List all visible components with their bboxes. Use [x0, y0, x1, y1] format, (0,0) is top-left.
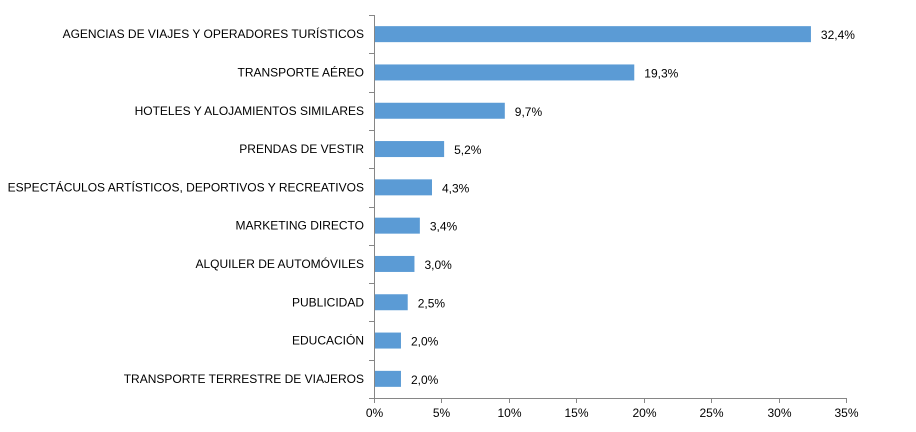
data-label: 3,0%: [424, 258, 452, 272]
x-tick-label: 35%: [834, 406, 858, 420]
category-label: PRENDAS DE VESTIR: [239, 142, 364, 156]
data-label: 3,4%: [430, 220, 458, 234]
data-label: 32,4%: [821, 28, 855, 42]
category-labels: AGENCIAS DE VIAJES Y OPERADORES TURÍSTIC…: [8, 26, 365, 386]
bar: [375, 64, 635, 81]
bar: [375, 332, 401, 349]
category-label: HOTELES Y ALOJAMIENTOS SIMILARES: [135, 104, 364, 118]
x-tick-label: 25%: [699, 406, 723, 420]
category-label: PUBLICIDAD: [292, 295, 364, 309]
data-label: 2,0%: [411, 335, 439, 349]
category-label: EDUCACIÓN: [292, 333, 364, 348]
x-tick-label: 20%: [632, 406, 656, 420]
chart-axes: [369, 15, 846, 399]
category-label: MARKETING DIRECTO: [236, 219, 364, 233]
data-label: 5,2%: [454, 143, 482, 157]
bar: [375, 255, 415, 272]
chart-bars: [375, 26, 811, 387]
bar: [375, 217, 420, 234]
data-label: 9,7%: [515, 105, 543, 119]
data-labels: 32,4% 19,3% 9,7% 5,2% 4,3% 3,4% 3,0% 2,5% 2,0% 2,…: [411, 28, 855, 387]
data-label: 2,0%: [411, 373, 439, 387]
category-label: TRANSPORTE TERRESTRE DE VIAJEROS: [124, 372, 364, 386]
category-label: AGENCIAS DE VIAJES Y OPERADORES TURÍSTIC…: [63, 26, 364, 41]
x-tick-label: 0%: [366, 406, 384, 420]
x-tick-label: 10%: [497, 406, 521, 420]
x-axis-ticks: 0% 5% 10% 15% 20% 25% 30% 35%: [366, 398, 859, 420]
bar: [375, 179, 432, 196]
bar: [375, 26, 811, 43]
bar: [375, 370, 401, 387]
x-tick-label: 15%: [564, 406, 588, 420]
bar: [375, 102, 505, 119]
bar: [375, 141, 445, 158]
data-label: 4,3%: [442, 181, 470, 195]
data-label: 2,5%: [418, 296, 446, 310]
bar: [375, 294, 408, 311]
x-tick-label: 5%: [433, 406, 451, 420]
category-label: ALQUILER DE AUTOMÓVILES: [196, 256, 365, 271]
category-label: TRANSPORTE AÉREO: [238, 64, 364, 79]
x-tick-label: 30%: [767, 406, 791, 420]
category-label: ESPECTÁCULOS ARTÍSTICOS, DEPORTIVOS Y RE…: [8, 179, 364, 194]
data-label: 19,3%: [644, 66, 678, 80]
